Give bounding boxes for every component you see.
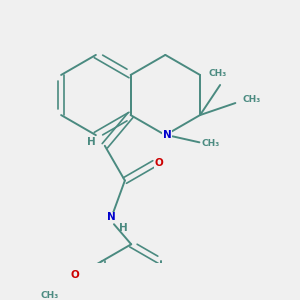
Text: CH₃: CH₃ [209, 69, 227, 78]
Text: O: O [71, 270, 80, 280]
Text: N: N [163, 130, 172, 140]
Text: N: N [107, 212, 116, 222]
Text: CH₃: CH₃ [243, 94, 261, 103]
Text: H: H [87, 137, 96, 147]
Text: CH₃: CH₃ [201, 139, 220, 148]
Text: O: O [155, 158, 164, 169]
Text: CH₃: CH₃ [40, 291, 58, 300]
Text: H: H [119, 223, 128, 233]
